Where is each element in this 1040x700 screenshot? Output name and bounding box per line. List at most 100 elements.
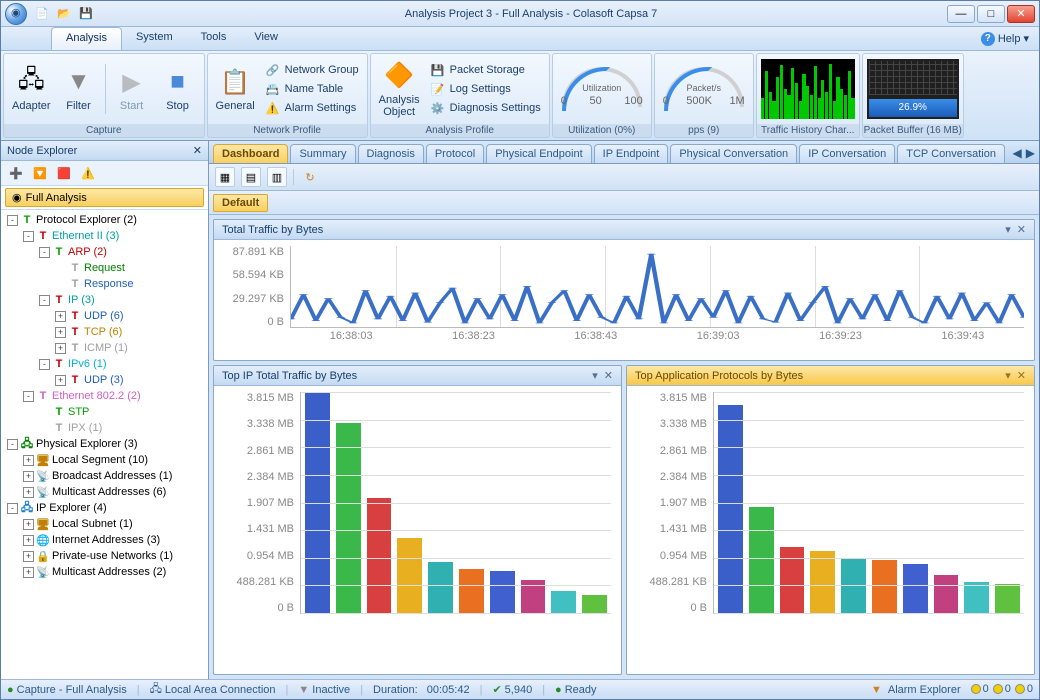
tree-node[interactable]: -TIPv6 (1) bbox=[3, 356, 206, 372]
close-icon[interactable]: ✕ bbox=[1017, 223, 1026, 236]
netprofile-item[interactable]: 📇Name Table bbox=[261, 80, 363, 98]
tab-tcp-conversation[interactable]: TCP Conversation bbox=[897, 144, 1005, 163]
tabs-right-icon[interactable]: ▶ bbox=[1026, 146, 1035, 160]
tree-node[interactable]: -🖧IP Explorer (4) bbox=[3, 500, 206, 516]
stop-button[interactable]: ■Stop bbox=[156, 64, 200, 114]
aprofile-item[interactable]: ⚙️Diagnosis Settings bbox=[426, 99, 545, 117]
tree-node[interactable]: TIPX (1) bbox=[3, 420, 206, 436]
menu-tab-system[interactable]: System bbox=[122, 27, 187, 50]
collapse-icon[interactable]: ▾ bbox=[1005, 223, 1011, 236]
close-icon[interactable]: ✕ bbox=[1017, 369, 1026, 382]
tree-node[interactable]: +TTCP (6) bbox=[3, 324, 206, 340]
alarm-explorer[interactable]: Alarm Explorer bbox=[888, 684, 961, 696]
dash-tool-2[interactable]: ▤ bbox=[241, 167, 261, 187]
tab-ip-conversation[interactable]: IP Conversation bbox=[799, 144, 895, 163]
tree-toggle[interactable]: + bbox=[23, 471, 34, 482]
tree-node[interactable]: +📡Multicast Addresses (2) bbox=[3, 564, 206, 580]
tree-toggle[interactable]: + bbox=[55, 327, 66, 338]
menu-tab-analysis[interactable]: Analysis bbox=[51, 27, 122, 50]
tree-toggle[interactable]: + bbox=[55, 311, 66, 322]
netprofile-item[interactable]: 🔗Network Group bbox=[261, 61, 363, 79]
collapse-icon[interactable]: ▾ bbox=[1005, 369, 1011, 382]
packet-buffer[interactable]: 26.9% bbox=[867, 59, 959, 119]
tree-toggle[interactable]: - bbox=[7, 503, 18, 514]
refresh-icon[interactable]: ↻ bbox=[300, 167, 320, 187]
open-icon[interactable]: 📂 bbox=[55, 5, 73, 23]
tree-node[interactable]: +TUDP (6) bbox=[3, 308, 206, 324]
default-tab[interactable]: Default bbox=[213, 194, 268, 212]
filter-button[interactable]: ▼Filter bbox=[57, 64, 101, 114]
tab-protocol[interactable]: Protocol bbox=[426, 144, 484, 163]
adapter-button[interactable]: 🖧Adapter bbox=[8, 64, 55, 114]
tree-node[interactable]: +📡Multicast Addresses (6) bbox=[3, 484, 206, 500]
close-button[interactable]: ✕ bbox=[1007, 5, 1035, 23]
tree-node[interactable]: TResponse bbox=[3, 276, 206, 292]
tree-toggle[interactable]: - bbox=[7, 439, 18, 450]
tree-node[interactable]: +🖥Local Segment (10) bbox=[3, 452, 206, 468]
traffic-history-chart[interactable] bbox=[761, 59, 855, 119]
tab-diagnosis[interactable]: Diagnosis bbox=[358, 144, 424, 163]
tree-node[interactable]: TSTP bbox=[3, 404, 206, 420]
tree-node[interactable]: -TARP (2) bbox=[3, 244, 206, 260]
general-button[interactable]: 📋General bbox=[212, 64, 259, 114]
menu-tab-tools[interactable]: Tools bbox=[187, 27, 241, 50]
close-icon[interactable]: ✕ bbox=[193, 144, 202, 157]
tree-toggle[interactable]: + bbox=[23, 487, 34, 498]
group-label: Traffic History Char... bbox=[757, 124, 859, 137]
app-orb[interactable] bbox=[5, 3, 27, 25]
menu-tab-view[interactable]: View bbox=[240, 27, 292, 50]
maximize-button[interactable]: □ bbox=[977, 5, 1005, 23]
help-menu[interactable]: ? Help ▾ bbox=[971, 27, 1039, 50]
tree-toggle[interactable]: + bbox=[23, 519, 34, 530]
tabs-left-icon[interactable]: ◀ bbox=[1013, 146, 1022, 160]
tree-node[interactable]: +🖥Local Subnet (1) bbox=[3, 516, 206, 532]
new-icon[interactable]: 📄 bbox=[33, 5, 51, 23]
tree-toggle[interactable]: + bbox=[23, 551, 34, 562]
tab-physical-endpoint[interactable]: Physical Endpoint bbox=[486, 144, 591, 163]
tree-node[interactable]: +🔒Private-use Networks (1) bbox=[3, 548, 206, 564]
tree-node[interactable]: -TEthernet II (3) bbox=[3, 228, 206, 244]
chart-bar bbox=[490, 571, 515, 613]
aprofile-item[interactable]: 📝Log Settings bbox=[426, 80, 545, 98]
start-button[interactable]: ▶Start bbox=[110, 64, 154, 114]
tab-ip-endpoint[interactable]: IP Endpoint bbox=[594, 144, 669, 163]
sidebar-tool[interactable]: 🔽 bbox=[31, 164, 49, 182]
sidebar-tool[interactable]: ➕ bbox=[7, 164, 25, 182]
tree-node[interactable]: +🌐Internet Addresses (3) bbox=[3, 532, 206, 548]
analysis-object-button[interactable]: 🔶Analysis Object bbox=[375, 58, 424, 120]
dash-tool-3[interactable]: ▥ bbox=[267, 167, 287, 187]
tree-node[interactable]: +TICMP (1) bbox=[3, 340, 206, 356]
tree-toggle[interactable]: + bbox=[55, 343, 66, 354]
collapse-icon[interactable]: ▾ bbox=[592, 369, 598, 382]
alarm-dot bbox=[1015, 684, 1025, 694]
tree-node[interactable]: +TUDP (3) bbox=[3, 372, 206, 388]
tree-toggle[interactable]: - bbox=[39, 359, 50, 370]
tab-dashboard[interactable]: Dashboard bbox=[213, 144, 288, 163]
minimize-button[interactable]: — bbox=[947, 5, 975, 23]
tree-toggle[interactable]: - bbox=[23, 231, 34, 242]
tree-toggle[interactable]: - bbox=[39, 247, 50, 258]
netprofile-item[interactable]: ⚠️Alarm Settings bbox=[261, 99, 363, 117]
tree-toggle[interactable]: + bbox=[23, 455, 34, 466]
tree-node[interactable]: TRequest bbox=[3, 260, 206, 276]
tree-node[interactable]: -TProtocol Explorer (2) bbox=[3, 212, 206, 228]
tab-summary[interactable]: Summary bbox=[290, 144, 355, 163]
tree-toggle[interactable]: + bbox=[55, 375, 66, 386]
sidebar-tool[interactable]: 🟥 bbox=[55, 164, 73, 182]
tree-toggle[interactable]: + bbox=[23, 567, 34, 578]
tree-toggle[interactable]: - bbox=[39, 295, 50, 306]
aprofile-item[interactable]: 💾Packet Storage bbox=[426, 61, 545, 79]
tree-toggle[interactable]: - bbox=[7, 215, 18, 226]
tree-node[interactable]: -🖧Physical Explorer (3) bbox=[3, 436, 206, 452]
full-analysis-selector[interactable]: ◉ Full Analysis bbox=[5, 188, 204, 207]
tree-toggle[interactable]: + bbox=[23, 535, 34, 546]
tree-node[interactable]: +📡Broadcast Addresses (1) bbox=[3, 468, 206, 484]
tab-physical-conversation[interactable]: Physical Conversation bbox=[670, 144, 797, 163]
tree-toggle[interactable]: - bbox=[23, 391, 34, 402]
dash-tool-1[interactable]: ▦ bbox=[215, 167, 235, 187]
tree-node[interactable]: -TEthernet 802.2 (2) bbox=[3, 388, 206, 404]
sidebar-tool[interactable]: ⚠️ bbox=[79, 164, 97, 182]
close-icon[interactable]: ✕ bbox=[604, 369, 613, 382]
tree-node[interactable]: -TIP (3) bbox=[3, 292, 206, 308]
save-icon[interactable]: 💾 bbox=[77, 5, 95, 23]
